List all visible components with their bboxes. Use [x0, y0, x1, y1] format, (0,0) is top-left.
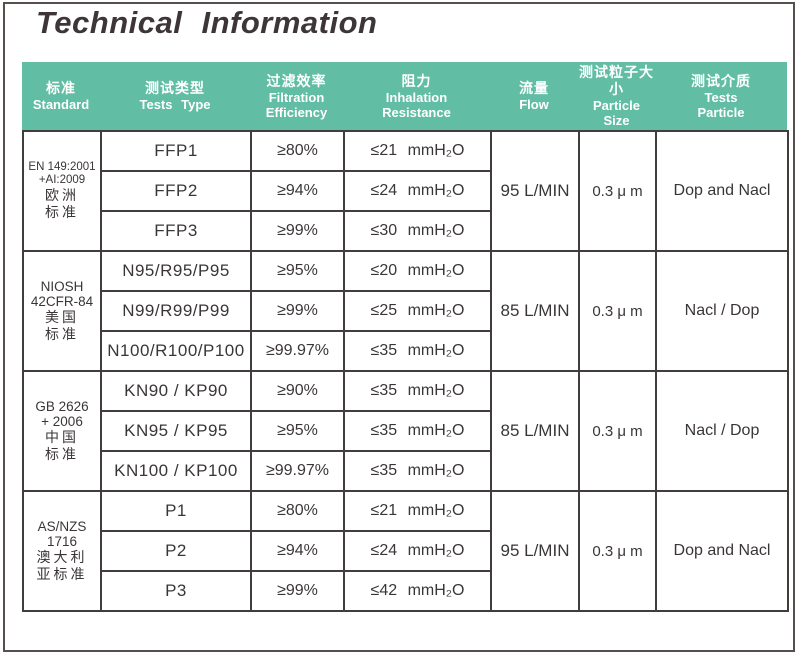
header-filtration-en2: Efficiency	[265, 104, 328, 120]
filtration-efficiency-cell: ≥95%	[250, 250, 345, 292]
header-particle-size: 测试粒子大小 Particle Size	[578, 62, 655, 130]
table-row: NIOSH 42CFR-84 美国 标准 N95/R95/P95 ≥95% ≤2…	[22, 250, 789, 372]
table-row: N99/R99/P99 ≥99% ≤25 mmH₂O	[23, 290, 788, 332]
table-row: KN100 / KP100 ≥99.97% ≤35 mmH₂O	[23, 450, 788, 492]
header-tests-particle-en1: Tests	[704, 89, 738, 105]
test-type-cell: KN90 / KP90	[100, 370, 252, 412]
particle-size-cell: 0.3 μ m	[578, 250, 657, 372]
flow-cell: 95 L/MIN	[490, 130, 580, 252]
header-particle-size-en2: Size	[603, 113, 630, 128]
filtration-efficiency-cell: ≥99%	[250, 570, 345, 612]
header-tests-type-en: Tests Type	[139, 97, 211, 112]
inhalation-resistance-cell: ≤20 mmH₂O	[343, 250, 492, 292]
filtration-efficiency-cell: ≥94%	[250, 170, 345, 212]
flow-cell: 85 L/MIN	[490, 250, 580, 372]
inhalation-resistance-cell: ≤25 mmH₂O	[343, 290, 492, 332]
test-media-cell: Nacl / Dop	[655, 250, 789, 372]
filtration-efficiency-cell: ≥99.97%	[250, 450, 345, 492]
header-flow-cn: 流量	[519, 80, 549, 96]
table-row: N100/R100/P100 ≥99.97% ≤35 mmH₂O	[23, 330, 788, 372]
filtration-efficiency-cell: ≥99%	[250, 210, 345, 252]
header-flow-en: Flow	[519, 97, 549, 112]
test-type-cell: P1	[100, 490, 252, 532]
table-header-band: 标准 Standard 测试类型 Tests Type 过滤效率 Filtrat…	[22, 62, 787, 130]
header-filtration-cn: 过滤效率	[266, 72, 327, 89]
header-particle-size-cn: 测试粒子大小	[579, 64, 654, 97]
header-resistance-en1: Inhalation	[385, 89, 448, 105]
inhalation-resistance-cell: ≤24 mmH₂O	[343, 530, 492, 572]
inhalation-resistance-cell: ≤35 mmH₂O	[343, 450, 492, 492]
standard-cell: AS/NZS 1716 澳大利 亚标准	[22, 490, 102, 612]
test-type-cell: KN95 / KP95	[100, 410, 252, 452]
test-media-cell: Nacl / Dop	[655, 370, 789, 492]
inhalation-resistance-cell: ≤21 mmH₂O	[343, 490, 492, 532]
page-border-frame	[3, 2, 795, 652]
table-row: P2 ≥94% ≤24 mmH₂O	[23, 530, 788, 572]
test-type-cell: FFP1	[100, 130, 252, 172]
header-tests-type-cn: 测试类型	[145, 80, 205, 96]
table-row: P3 ≥99% ≤42 mmH₂O	[23, 570, 788, 612]
test-type-cell: P3	[100, 570, 252, 612]
test-media-cell: Dop and Nacl	[655, 490, 789, 612]
inhalation-resistance-cell: ≤35 mmH₂O	[343, 330, 492, 372]
inhalation-resistance-cell: ≤42 mmH₂O	[343, 570, 492, 612]
standard-cell: EN 149:2001 +AI:2009 欧洲 标准	[22, 130, 102, 252]
header-filtration-en1: Filtration	[268, 89, 325, 105]
header-inhalation-resistance: 阻力 Inhalation Resistance	[343, 62, 490, 130]
test-type-cell: FFP3	[100, 210, 252, 252]
filtration-efficiency-cell: ≥80%	[250, 130, 345, 172]
table-row: GB 2626 + 2006 中国 标准 KN90 / KP90 ≥90% ≤3…	[22, 370, 789, 492]
test-type-cell: KN100 / KP100	[100, 450, 252, 492]
particle-size-cell: 0.3 μ m	[578, 490, 657, 612]
header-resistance-cn: 阻力	[401, 72, 432, 89]
filtration-efficiency-cell: ≥99.97%	[250, 330, 345, 372]
table-row: FFP2 ≥94% ≤24 mmH₂O	[23, 170, 788, 212]
header-filtration-efficiency: 过滤效率 Filtration Efficiency	[250, 62, 343, 130]
particle-size-cell: 0.3 μ m	[578, 370, 657, 492]
filtration-efficiency-cell: ≥80%	[250, 490, 345, 532]
flow-cell: 95 L/MIN	[490, 490, 580, 612]
header-tests-particle: 测试介质 Tests Particle	[655, 62, 787, 130]
test-type-cell: FFP2	[100, 170, 252, 212]
page-title: Technical Information	[36, 5, 378, 40]
header-resistance-en2: Resistance	[382, 104, 451, 120]
header-tests-particle-cn: 测试介质	[691, 72, 751, 89]
technical-table: 标准 Standard 测试类型 Tests Type 过滤效率 Filtrat…	[22, 62, 789, 612]
table-body: EN 149:2001 +AI:2009 欧洲 标准 FFP1 ≥80% ≤21…	[22, 130, 789, 612]
table-row: KN95 / KP95 ≥95% ≤35 mmH₂O	[23, 410, 788, 452]
table-row: AS/NZS 1716 澳大利 亚标准 P1 ≥80% ≤21 mmH₂O 95…	[22, 490, 789, 612]
header-tests-particle-en2: Particle	[697, 104, 745, 120]
inhalation-resistance-cell: ≤30 mmH₂O	[343, 210, 492, 252]
particle-size-cell: 0.3 μ m	[578, 130, 657, 252]
header-standard-cn: 标准	[46, 80, 76, 96]
header-standard-en: Standard	[32, 97, 90, 112]
header-flow: 流量 Flow	[490, 62, 578, 130]
inhalation-resistance-cell: ≤21 mmH₂O	[343, 130, 492, 172]
standard-cell: GB 2626 + 2006 中国 标准	[22, 370, 102, 492]
test-type-cell: N100/R100/P100	[100, 330, 252, 372]
standard-cell: NIOSH 42CFR-84 美国 标准	[22, 250, 102, 372]
header-standard: 标准 Standard	[22, 62, 100, 130]
filtration-efficiency-cell: ≥95%	[250, 410, 345, 452]
test-type-cell: N99/R99/P99	[100, 290, 252, 332]
filtration-efficiency-cell: ≥99%	[250, 290, 345, 332]
filtration-efficiency-cell: ≥94%	[250, 530, 345, 572]
table-row: FFP3 ≥99% ≤30 mmH₂O	[23, 210, 788, 252]
header-particle-size-en1: Particle	[593, 98, 640, 113]
header-tests-type: 测试类型 Tests Type	[100, 62, 250, 130]
inhalation-resistance-cell: ≤35 mmH₂O	[343, 370, 492, 412]
inhalation-resistance-cell: ≤24 mmH₂O	[343, 170, 492, 212]
test-media-cell: Dop and Nacl	[655, 130, 789, 252]
table-row: EN 149:2001 +AI:2009 欧洲 标准 FFP1 ≥80% ≤21…	[22, 130, 789, 252]
inhalation-resistance-cell: ≤35 mmH₂O	[343, 410, 492, 452]
flow-cell: 85 L/MIN	[490, 370, 580, 492]
test-type-cell: P2	[100, 530, 252, 572]
filtration-efficiency-cell: ≥90%	[250, 370, 345, 412]
test-type-cell: N95/R95/P95	[100, 250, 252, 292]
